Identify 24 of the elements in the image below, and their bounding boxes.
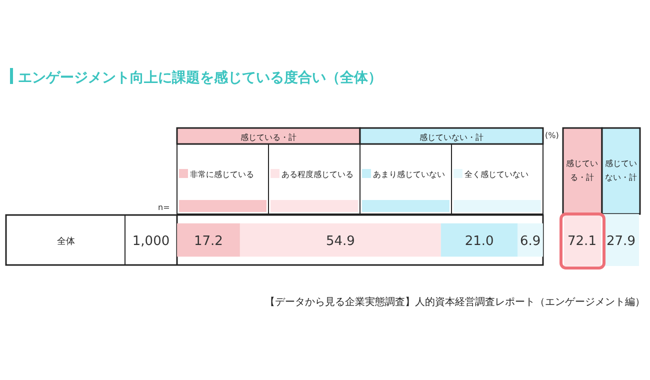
- data-label: 21.0: [464, 234, 494, 249]
- text: 感じている・計: [240, 133, 296, 142]
- bar: [518, 223, 543, 257]
- legend-label: 非常に感じている: [190, 170, 254, 179]
- bar: [240, 223, 441, 257]
- y-tick-label: 全体: [57, 236, 75, 247]
- chart-title: エンゲージメント向上に課題を感じている度合い（全体）: [18, 69, 382, 86]
- legend-label: 全く感じていない: [464, 170, 528, 179]
- text: 【データから見る企業実態調査】人的資本経営調査レポート（エンゲージメント編）: [265, 296, 645, 308]
- legend-label: ある程度感じている: [282, 170, 354, 179]
- text: 感じている・計: [566, 159, 598, 182]
- text: 1,000: [132, 234, 170, 249]
- text: 感じていない・計: [420, 133, 484, 142]
- bar: [440, 223, 518, 257]
- text: 27.9: [606, 234, 636, 249]
- text: 感じていない・計: [605, 159, 637, 182]
- text: 72.1: [568, 234, 596, 249]
- data-label: 54.9: [326, 234, 355, 249]
- text: (%): [545, 131, 559, 140]
- bar: [177, 223, 240, 257]
- legend-label: あまり感じていない: [373, 170, 445, 179]
- data-label: 17.2: [194, 234, 223, 249]
- text: n=: [158, 203, 170, 212]
- data-label: 6.9: [520, 234, 541, 249]
